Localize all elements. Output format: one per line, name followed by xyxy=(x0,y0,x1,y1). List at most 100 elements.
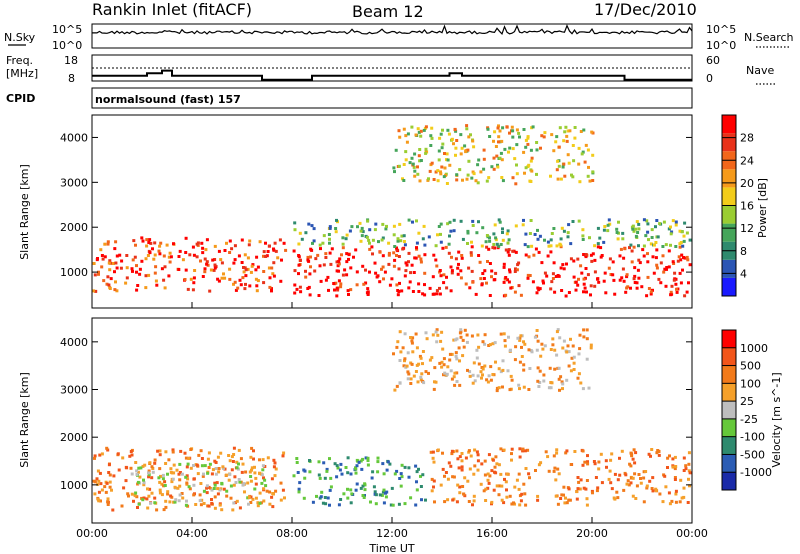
heatmap-cell xyxy=(165,243,169,247)
heatmap-cell xyxy=(444,245,448,249)
heatmap-cell xyxy=(537,463,541,467)
heatmap-cell xyxy=(416,165,419,169)
heatmap-cell xyxy=(460,254,464,257)
colorbar-tick-label: 24 xyxy=(740,154,754,167)
heatmap-cell xyxy=(669,243,672,247)
heatmap-cell xyxy=(225,241,228,245)
heatmap-cell xyxy=(381,490,385,494)
heatmap-cell xyxy=(678,229,682,233)
heatmap-cell xyxy=(374,271,378,275)
heatmap-cell xyxy=(490,269,494,273)
heatmap-cell xyxy=(191,245,195,249)
heatmap-cell xyxy=(579,264,583,268)
heatmap-cell xyxy=(230,455,234,459)
heatmap-cell xyxy=(460,468,464,472)
heatmap-cell xyxy=(539,146,542,150)
heatmap-cell xyxy=(398,359,402,362)
heatmap-cell xyxy=(387,262,391,266)
heatmap-cell xyxy=(557,274,561,278)
colorbar-tick-label: 20 xyxy=(740,177,754,190)
heatmap-cell xyxy=(213,481,217,485)
heatmap-cell xyxy=(293,291,297,295)
heatmap-cell xyxy=(468,286,472,290)
heatmap-cell xyxy=(93,454,97,458)
colorbar-segment xyxy=(722,133,736,152)
heatmap-cell xyxy=(687,281,690,285)
heatmap-cell xyxy=(399,472,403,476)
heatmap-cell xyxy=(538,234,542,238)
heatmap-cell xyxy=(282,241,286,245)
nsky-frame xyxy=(91,23,693,49)
heatmap-cell xyxy=(298,231,302,235)
heatmap-cell xyxy=(511,129,515,133)
heatmap-cell xyxy=(361,484,365,488)
heatmap-cell xyxy=(431,275,435,279)
heatmap-cell xyxy=(176,486,180,490)
heatmap-cell xyxy=(340,472,344,476)
heatmap-cell xyxy=(547,469,551,473)
heatmap-cell xyxy=(436,169,440,173)
heatmap-cell xyxy=(498,220,502,224)
heatmap-cell xyxy=(406,351,410,355)
heatmap-cell xyxy=(404,261,408,265)
heatmap-cell xyxy=(657,453,661,457)
heatmap-cell xyxy=(396,237,400,241)
heatmap-cell xyxy=(492,243,496,246)
heatmap-cell xyxy=(488,343,492,347)
heatmap-cell xyxy=(203,464,207,468)
heatmap-cell xyxy=(324,502,328,506)
heatmap-cell xyxy=(597,467,601,471)
heatmap-cell xyxy=(537,385,541,388)
heatmap-cell xyxy=(169,494,173,498)
heatmap-cell xyxy=(569,369,573,373)
heatmap-cell xyxy=(508,270,512,274)
heatmap-cell xyxy=(302,496,306,500)
heatmap-cell xyxy=(543,238,546,242)
heatmap-cell xyxy=(393,258,397,262)
heatmap-cell xyxy=(467,159,471,163)
heatmap-cell xyxy=(415,488,419,492)
heatmap-cell xyxy=(486,260,489,263)
heatmap-cell xyxy=(318,243,322,247)
heatmap-cell xyxy=(483,333,487,337)
heatmap-cell xyxy=(527,472,531,476)
heatmap-cell xyxy=(216,455,220,459)
heatmap-cell xyxy=(572,361,576,365)
heatmap-cell xyxy=(495,386,499,390)
colorbar-tick-label: -100 xyxy=(740,431,765,444)
heatmap-cell xyxy=(622,279,626,283)
heatmap-cell xyxy=(419,134,423,138)
heatmap-cell xyxy=(410,362,414,366)
heatmap-cell xyxy=(417,282,421,286)
heatmap-cell xyxy=(513,270,517,273)
heatmap-cell xyxy=(248,239,252,243)
heatmap-cell xyxy=(256,504,260,508)
heatmap-cell xyxy=(514,224,518,228)
heatmap-cell xyxy=(423,293,427,297)
heatmap-cell xyxy=(505,488,508,492)
heatmap-cell xyxy=(358,221,362,225)
heatmap-cell xyxy=(581,228,585,232)
heatmap-cell xyxy=(419,260,423,264)
heatmap-cell xyxy=(403,502,407,506)
heatmap-cell xyxy=(307,259,311,263)
heatmap-cell xyxy=(681,244,685,248)
heatmap-cell xyxy=(97,479,101,483)
heatmap-cell xyxy=(529,349,533,352)
heatmap-cell xyxy=(407,466,411,470)
heatmap-cell xyxy=(501,368,505,372)
heatmap-cell xyxy=(96,469,100,473)
heatmap-cell xyxy=(241,276,245,280)
heatmap-cell xyxy=(635,286,639,290)
heatmap-cell xyxy=(260,473,264,477)
heatmap-cell xyxy=(485,179,489,183)
heatmap-cell xyxy=(591,170,595,174)
heatmap-cell xyxy=(564,496,567,500)
heatmap-cell xyxy=(552,469,556,473)
heatmap-cell xyxy=(680,230,684,234)
heatmap-cell xyxy=(178,493,182,497)
heatmap-cell xyxy=(125,266,129,270)
heatmap-cell xyxy=(328,488,332,492)
heatmap-cell xyxy=(652,243,656,247)
